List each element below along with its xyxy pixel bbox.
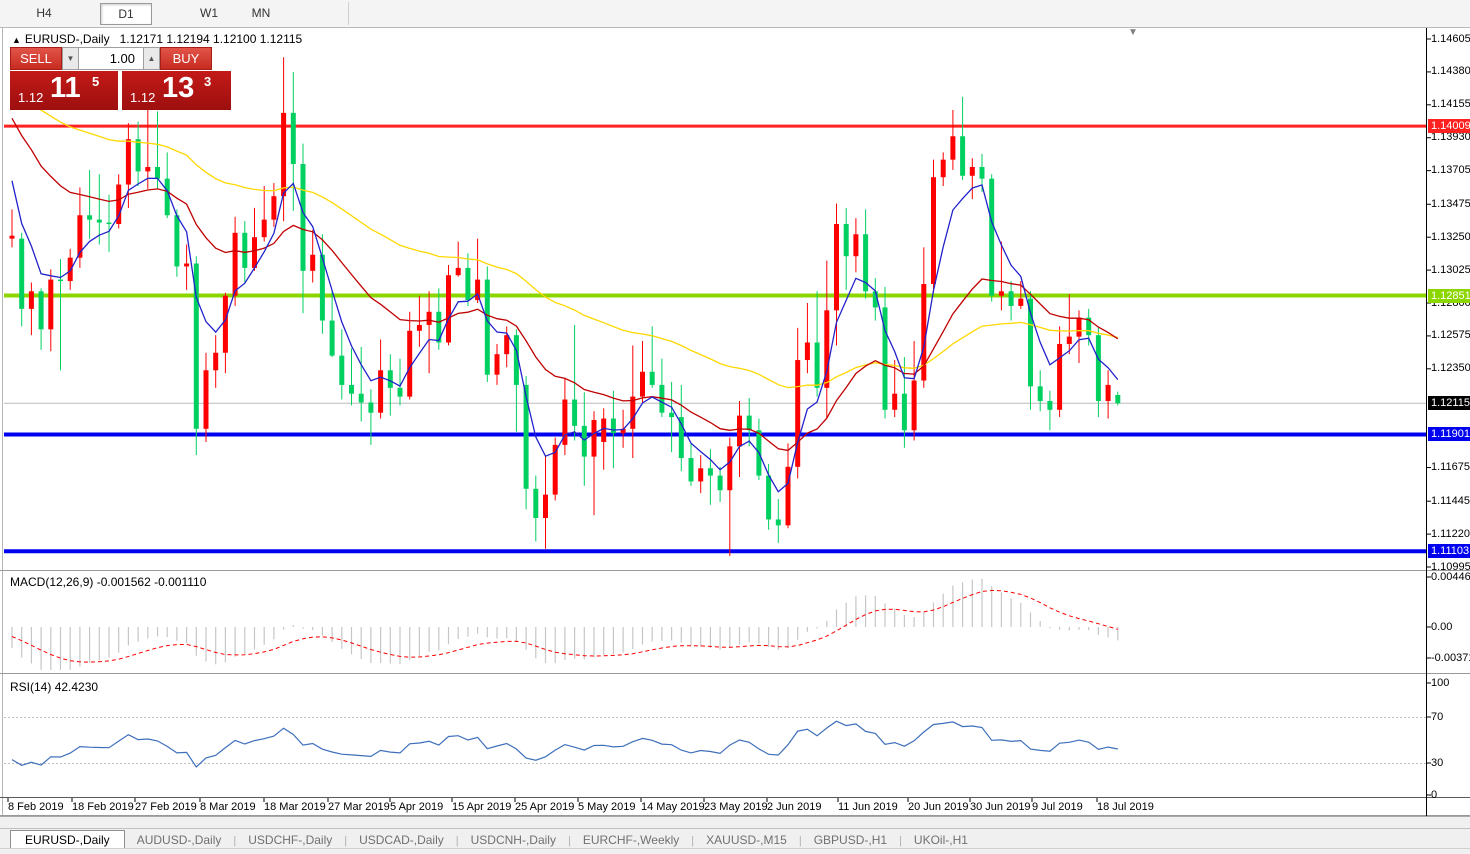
volume-input[interactable] (79, 47, 143, 70)
toolbar-separator (348, 2, 349, 25)
sell-price-base: 1.12 (18, 90, 44, 105)
sell-price-tile[interactable]: 1.12 11 5 (10, 71, 118, 110)
chart-tab-bar: EURUSD-,Daily AUDUSD-,Daily | USDCHF-,Daily… (0, 828, 1470, 849)
tab-separator: | (798, 835, 802, 847)
one-click-trading-panel: SELL ▼ ▲ BUY 1.12 11 5 1.12 13 3 (10, 47, 231, 110)
sell-price-big: 11 (50, 72, 81, 104)
volume-decrease-button[interactable]: ▼ (62, 47, 79, 70)
chart-tab-usdcad[interactable]: USDCAD-,Daily (359, 833, 444, 847)
chart-tab-audusd[interactable]: AUDUSD-,Daily (136, 833, 222, 847)
chart-tab-usdcnh[interactable]: USDCNH-,Daily (470, 833, 556, 847)
horizontal-scroll-strip[interactable] (0, 816, 1470, 829)
tab-separator: | (567, 835, 571, 847)
rsi-line (11, 720, 1118, 768)
tab-separator: | (899, 835, 902, 847)
chart-tab-eurchf[interactable]: EURCHF-,Weekly (582, 833, 680, 847)
tab-separator: | (455, 835, 459, 847)
buy-price-tile[interactable]: 1.12 13 3 (122, 71, 231, 110)
sell-price-sup: 5 (92, 74, 100, 89)
timeframe-button-d1[interactable]: D1 (100, 3, 152, 25)
macd-signal-line (11, 589, 1118, 663)
timeframe-toolbar: H4 D1 W1 MN (0, 0, 1470, 28)
buy-price-base: 1.12 (130, 90, 156, 105)
chart-tab-gbpusd[interactable]: GBPUSD-,H1 (813, 833, 888, 847)
chart-tab-usdchf[interactable]: USDCHF-,Daily (248, 833, 333, 847)
chart-tab-ukoil[interactable]: UKOil-,H1 (913, 833, 968, 847)
sell-button[interactable]: SELL (10, 47, 62, 70)
chart-tab-xauusd[interactable]: XAUUSD-,M15 (706, 833, 787, 847)
timeframe-button-mn[interactable]: MN (251, 6, 271, 20)
ma-5-line (11, 177, 1119, 493)
timeframe-button-h4[interactable]: H4 (36, 6, 52, 20)
chart-tab-eurusd[interactable]: EURUSD-,Daily (10, 830, 125, 849)
window-bottom-edge (0, 848, 1470, 854)
timeframe-button-w1[interactable]: W1 (200, 6, 218, 20)
volume-increase-button[interactable]: ▲ (143, 47, 160, 70)
buy-price-big: 13 (162, 72, 195, 104)
buy-price-sup: 3 (204, 74, 212, 89)
buy-button[interactable]: BUY (160, 47, 212, 70)
ma-21-line (11, 117, 1119, 452)
tab-separator: | (691, 835, 695, 847)
tab-separator: | (344, 835, 348, 847)
ma-55-line (11, 86, 1118, 389)
tab-separator: | (233, 835, 237, 847)
